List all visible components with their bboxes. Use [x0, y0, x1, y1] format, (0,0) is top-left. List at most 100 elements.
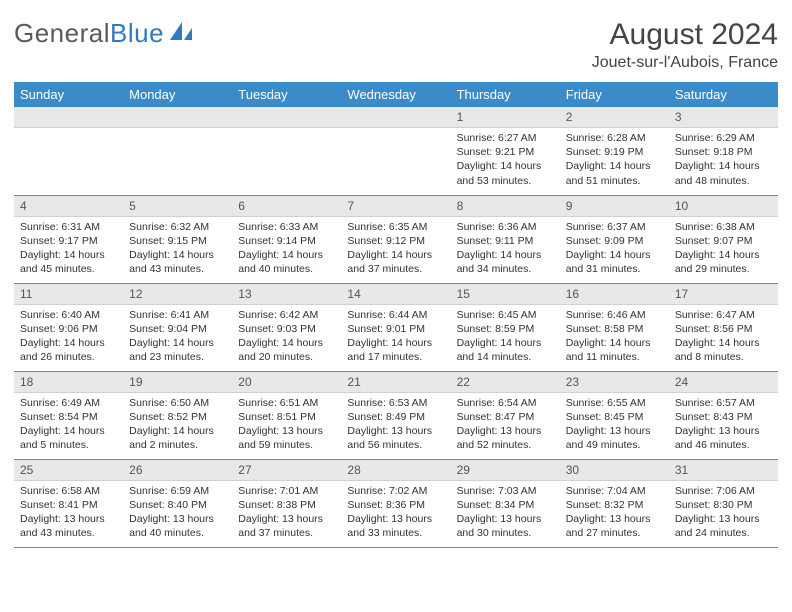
calendar-day-cell: 7Sunrise: 6:35 AMSunset: 9:12 PMDaylight… — [341, 195, 450, 283]
day-number: 10 — [669, 196, 778, 217]
calendar-day-cell: 14Sunrise: 6:44 AMSunset: 9:01 PMDayligh… — [341, 283, 450, 371]
calendar-day-cell — [232, 107, 341, 195]
calendar-day-cell: 28Sunrise: 7:02 AMSunset: 8:36 PMDayligh… — [341, 459, 450, 547]
calendar-week-row: 11Sunrise: 6:40 AMSunset: 9:06 PMDayligh… — [14, 283, 778, 371]
day-number: 14 — [341, 284, 450, 305]
day-number: 23 — [560, 372, 669, 393]
calendar-day-cell: 27Sunrise: 7:01 AMSunset: 8:38 PMDayligh… — [232, 459, 341, 547]
day-number — [341, 107, 450, 128]
calendar-day-cell: 18Sunrise: 6:49 AMSunset: 8:54 PMDayligh… — [14, 371, 123, 459]
day-number: 24 — [669, 372, 778, 393]
day-number: 28 — [341, 460, 450, 481]
day-number: 26 — [123, 460, 232, 481]
day-number: 5 — [123, 196, 232, 217]
calendar-day-cell: 26Sunrise: 6:59 AMSunset: 8:40 PMDayligh… — [123, 459, 232, 547]
logo-text-blue: Blue — [110, 18, 164, 49]
day-details: Sunrise: 7:02 AMSunset: 8:36 PMDaylight:… — [341, 481, 450, 545]
day-number: 13 — [232, 284, 341, 305]
day-number: 19 — [123, 372, 232, 393]
day-number: 1 — [451, 107, 560, 128]
day-number: 8 — [451, 196, 560, 217]
calendar-day-cell: 25Sunrise: 6:58 AMSunset: 8:41 PMDayligh… — [14, 459, 123, 547]
sail-icon — [168, 18, 194, 49]
month-title: August 2024 — [592, 18, 778, 52]
calendar-week-row: 18Sunrise: 6:49 AMSunset: 8:54 PMDayligh… — [14, 371, 778, 459]
calendar-week-row: 1Sunrise: 6:27 AMSunset: 9:21 PMDaylight… — [14, 107, 778, 195]
calendar-day-cell: 6Sunrise: 6:33 AMSunset: 9:14 PMDaylight… — [232, 195, 341, 283]
calendar-day-cell: 8Sunrise: 6:36 AMSunset: 9:11 PMDaylight… — [451, 195, 560, 283]
calendar-day-cell — [123, 107, 232, 195]
day-details: Sunrise: 6:49 AMSunset: 8:54 PMDaylight:… — [14, 393, 123, 457]
day-number: 9 — [560, 196, 669, 217]
weekday-header: Friday — [560, 82, 669, 107]
day-number: 11 — [14, 284, 123, 305]
day-details: Sunrise: 6:42 AMSunset: 9:03 PMDaylight:… — [232, 305, 341, 369]
weekday-header: Tuesday — [232, 82, 341, 107]
day-number: 31 — [669, 460, 778, 481]
calendar-day-cell: 3Sunrise: 6:29 AMSunset: 9:18 PMDaylight… — [669, 107, 778, 195]
day-number: 16 — [560, 284, 669, 305]
day-details: Sunrise: 6:35 AMSunset: 9:12 PMDaylight:… — [341, 217, 450, 281]
day-number: 4 — [14, 196, 123, 217]
calendar-day-cell: 12Sunrise: 6:41 AMSunset: 9:04 PMDayligh… — [123, 283, 232, 371]
day-number: 18 — [14, 372, 123, 393]
day-details: Sunrise: 6:46 AMSunset: 8:58 PMDaylight:… — [560, 305, 669, 369]
calendar-day-cell: 31Sunrise: 7:06 AMSunset: 8:30 PMDayligh… — [669, 459, 778, 547]
weekday-header: Wednesday — [341, 82, 450, 107]
day-details: Sunrise: 6:36 AMSunset: 9:11 PMDaylight:… — [451, 217, 560, 281]
calendar-day-cell: 16Sunrise: 6:46 AMSunset: 8:58 PMDayligh… — [560, 283, 669, 371]
calendar-week-row: 25Sunrise: 6:58 AMSunset: 8:41 PMDayligh… — [14, 459, 778, 547]
day-number: 29 — [451, 460, 560, 481]
day-number: 15 — [451, 284, 560, 305]
day-number: 22 — [451, 372, 560, 393]
day-details: Sunrise: 6:55 AMSunset: 8:45 PMDaylight:… — [560, 393, 669, 457]
day-number: 6 — [232, 196, 341, 217]
calendar-day-cell: 11Sunrise: 6:40 AMSunset: 9:06 PMDayligh… — [14, 283, 123, 371]
calendar-day-cell — [341, 107, 450, 195]
day-details: Sunrise: 6:45 AMSunset: 8:59 PMDaylight:… — [451, 305, 560, 369]
title-block: August 2024 Jouet-sur-l'Aubois, France — [592, 18, 778, 72]
day-details: Sunrise: 6:40 AMSunset: 9:06 PMDaylight:… — [14, 305, 123, 369]
day-details: Sunrise: 7:03 AMSunset: 8:34 PMDaylight:… — [451, 481, 560, 545]
day-number: 20 — [232, 372, 341, 393]
day-details: Sunrise: 6:47 AMSunset: 8:56 PMDaylight:… — [669, 305, 778, 369]
calendar-day-cell: 1Sunrise: 6:27 AMSunset: 9:21 PMDaylight… — [451, 107, 560, 195]
calendar-day-cell: 23Sunrise: 6:55 AMSunset: 8:45 PMDayligh… — [560, 371, 669, 459]
calendar-day-cell: 30Sunrise: 7:04 AMSunset: 8:32 PMDayligh… — [560, 459, 669, 547]
calendar-day-cell: 5Sunrise: 6:32 AMSunset: 9:15 PMDaylight… — [123, 195, 232, 283]
day-number: 27 — [232, 460, 341, 481]
calendar-day-cell: 24Sunrise: 6:57 AMSunset: 8:43 PMDayligh… — [669, 371, 778, 459]
logo: GeneralBlue — [14, 18, 194, 49]
day-number: 2 — [560, 107, 669, 128]
day-details: Sunrise: 6:33 AMSunset: 9:14 PMDaylight:… — [232, 217, 341, 281]
calendar-day-cell: 13Sunrise: 6:42 AMSunset: 9:03 PMDayligh… — [232, 283, 341, 371]
day-number — [123, 107, 232, 128]
day-details: Sunrise: 6:58 AMSunset: 8:41 PMDaylight:… — [14, 481, 123, 545]
day-details: Sunrise: 7:01 AMSunset: 8:38 PMDaylight:… — [232, 481, 341, 545]
calendar-day-cell: 17Sunrise: 6:47 AMSunset: 8:56 PMDayligh… — [669, 283, 778, 371]
day-details: Sunrise: 7:06 AMSunset: 8:30 PMDaylight:… — [669, 481, 778, 545]
day-details: Sunrise: 6:44 AMSunset: 9:01 PMDaylight:… — [341, 305, 450, 369]
calendar-day-cell: 9Sunrise: 6:37 AMSunset: 9:09 PMDaylight… — [560, 195, 669, 283]
day-details: Sunrise: 6:51 AMSunset: 8:51 PMDaylight:… — [232, 393, 341, 457]
calendar-day-cell — [14, 107, 123, 195]
calendar-day-cell: 15Sunrise: 6:45 AMSunset: 8:59 PMDayligh… — [451, 283, 560, 371]
calendar-day-cell: 22Sunrise: 6:54 AMSunset: 8:47 PMDayligh… — [451, 371, 560, 459]
logo-text-gray: General — [14, 18, 110, 49]
page-header: GeneralBlue August 2024 Jouet-sur-l'Aubo… — [14, 18, 778, 72]
day-details: Sunrise: 6:27 AMSunset: 9:21 PMDaylight:… — [451, 128, 560, 192]
calendar-table: Sunday Monday Tuesday Wednesday Thursday… — [14, 82, 778, 548]
day-details: Sunrise: 6:29 AMSunset: 9:18 PMDaylight:… — [669, 128, 778, 192]
day-details: Sunrise: 6:32 AMSunset: 9:15 PMDaylight:… — [123, 217, 232, 281]
weekday-header: Thursday — [451, 82, 560, 107]
day-details: Sunrise: 6:37 AMSunset: 9:09 PMDaylight:… — [560, 217, 669, 281]
weekday-header: Sunday — [14, 82, 123, 107]
day-number: 7 — [341, 196, 450, 217]
calendar-day-cell: 2Sunrise: 6:28 AMSunset: 9:19 PMDaylight… — [560, 107, 669, 195]
day-details: Sunrise: 6:57 AMSunset: 8:43 PMDaylight:… — [669, 393, 778, 457]
day-number: 25 — [14, 460, 123, 481]
day-details: Sunrise: 6:31 AMSunset: 9:17 PMDaylight:… — [14, 217, 123, 281]
day-number: 17 — [669, 284, 778, 305]
day-details: Sunrise: 6:50 AMSunset: 8:52 PMDaylight:… — [123, 393, 232, 457]
day-details: Sunrise: 6:59 AMSunset: 8:40 PMDaylight:… — [123, 481, 232, 545]
